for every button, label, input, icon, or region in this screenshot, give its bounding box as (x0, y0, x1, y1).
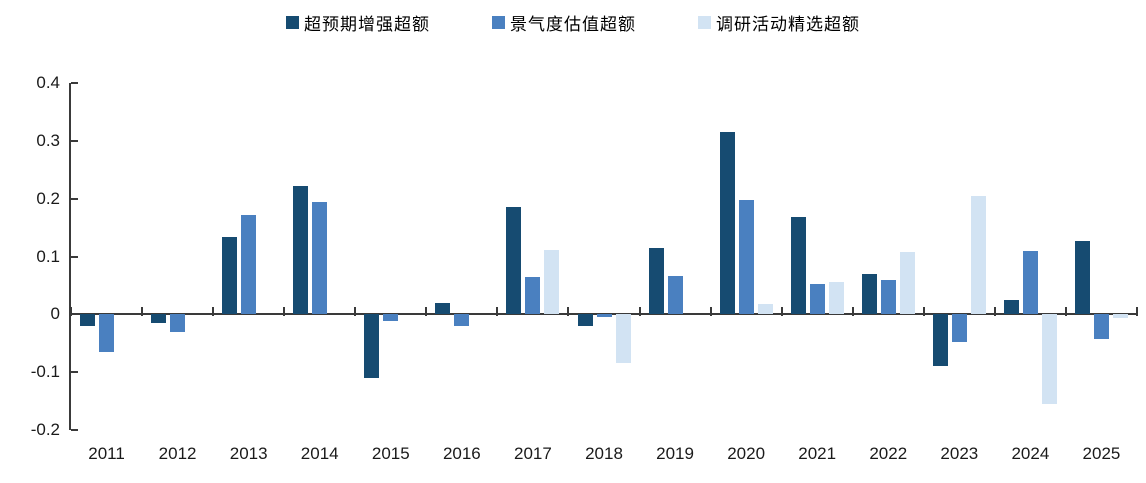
x-tick-label: 2021 (798, 444, 837, 463)
bar (809, 284, 825, 315)
y-tick (71, 139, 78, 142)
y-tick (71, 82, 78, 85)
x-tick-label: 2011 (88, 444, 125, 463)
y-tick (71, 371, 78, 374)
bar (151, 314, 167, 323)
x-tick-label: 2014 (300, 444, 339, 463)
x-tick (922, 307, 925, 317)
x-tick (496, 307, 499, 317)
x-tick-label: 2018 (585, 444, 623, 463)
bar (577, 314, 593, 326)
bar (435, 302, 451, 315)
bar (506, 207, 522, 315)
bar (99, 314, 115, 352)
bar (1112, 314, 1128, 318)
legend-swatch-icon (698, 16, 711, 29)
x-tick (638, 307, 641, 317)
bar (719, 132, 735, 315)
y-tick-label: 0.1 (36, 246, 60, 266)
legend-item: 景气度估值超额 (492, 10, 636, 35)
bar (222, 237, 238, 315)
bar (170, 314, 186, 332)
x-tick (993, 307, 996, 317)
x-tick-label: 2012 (158, 444, 197, 463)
x-tick-label: 2017 (514, 444, 552, 463)
x-tick-label: 2015 (371, 444, 410, 463)
bar (899, 251, 915, 315)
bar (293, 185, 309, 315)
y-tick-label: -0.2 (30, 419, 60, 439)
legend-item: 超预期增强超额 (286, 10, 430, 35)
bar (970, 195, 986, 315)
legend-label: 超预期增强超额 (304, 15, 430, 35)
legend-swatch-icon (492, 16, 505, 29)
y-tick (71, 255, 78, 258)
legend: 超预期增强超额 景气度估值超额 调研活动精选超额 (0, 10, 1146, 35)
y-tick (71, 428, 78, 431)
bar (525, 277, 541, 315)
legend-label: 调研活动精选超额 (716, 15, 860, 35)
x-tick (709, 307, 712, 317)
x-tick (851, 307, 854, 317)
bar (1074, 240, 1090, 315)
y-tick-label: 0.4 (36, 73, 60, 93)
y-tick-label: 0.2 (36, 188, 60, 208)
bar (454, 314, 470, 326)
bar (364, 314, 380, 378)
x-tick (70, 307, 72, 317)
bar (828, 281, 844, 315)
bar (80, 314, 96, 326)
bar (1022, 250, 1038, 315)
bar (757, 303, 773, 315)
bar (596, 314, 612, 318)
bar (667, 276, 683, 315)
bar (615, 314, 631, 364)
bar (1003, 299, 1019, 315)
bar (880, 279, 896, 315)
x-tick (1064, 307, 1067, 317)
x-tick (567, 307, 570, 317)
x-tick-label: 2023 (940, 444, 979, 463)
x-tick (425, 307, 428, 317)
bar (738, 199, 754, 315)
x-tick (1136, 307, 1138, 317)
y-tick (71, 197, 78, 200)
x-tick-label: 2025 (1082, 444, 1121, 463)
y-axis-line (69, 83, 71, 430)
x-tick (141, 307, 144, 317)
x-tick-label: 2013 (229, 444, 268, 463)
x-tick-label: 2022 (869, 444, 908, 463)
bar (648, 247, 664, 315)
bar (951, 314, 967, 343)
bar (312, 202, 328, 315)
bar (861, 273, 877, 315)
bar (544, 250, 560, 315)
bar (932, 314, 948, 367)
y-tick-label: 0.3 (36, 130, 60, 150)
bar (790, 217, 806, 315)
x-tick (780, 307, 783, 317)
x-tick-label: 2024 (1011, 444, 1050, 463)
x-tick-label: 2019 (656, 444, 694, 463)
x-tick (283, 307, 286, 317)
x-tick (212, 307, 215, 317)
y-tick-label: -0.1 (30, 362, 60, 382)
bar (1093, 314, 1109, 339)
legend-label: 景气度估值超额 (510, 15, 636, 35)
x-tick (354, 307, 357, 317)
bar (1041, 314, 1057, 404)
legend-swatch-icon (286, 16, 299, 29)
bar (383, 314, 399, 321)
bar (241, 215, 257, 315)
y-tick-label: 0 (50, 304, 60, 324)
legend-item: 调研活动精选超额 (698, 10, 860, 35)
x-tick-label: 2016 (442, 444, 481, 463)
x-tick-label: 2020 (727, 444, 766, 463)
